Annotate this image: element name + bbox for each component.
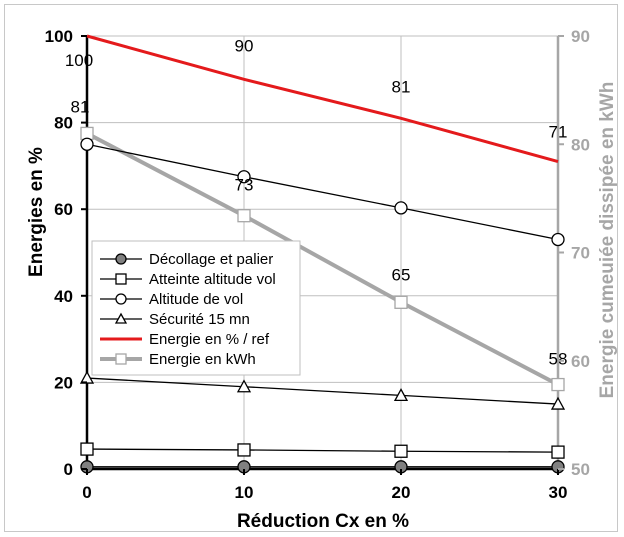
x-tick-label: 10: [235, 483, 254, 502]
series-line-energie-en-kwh: [86, 131, 559, 387]
data-label-energie-en-ref: 100: [65, 51, 93, 70]
data-point-altitude-de-vol: [394, 201, 408, 215]
data-point-s-curit-15-mn: [393, 388, 409, 402]
data-point-atteinte-altitude-vol: [237, 443, 251, 457]
legend-label-atteinte-altitude-vol: Atteinte altitude vol: [149, 271, 276, 288]
y2-tick-label: 70: [571, 244, 590, 263]
y2-tick-label: 80: [571, 135, 590, 154]
legend-marker-d-collage-et-palier: [115, 253, 127, 265]
legend-marker-energie-en-kwh: [115, 353, 127, 365]
x-tick-label: 30: [549, 483, 568, 502]
legend-marker-s-curit-15-mn: [114, 312, 128, 324]
y2-tick-label: 90: [571, 27, 590, 46]
series-line-altitude-de-vol: [86, 143, 559, 241]
data-label-energie-en-kwh: 58: [549, 350, 568, 369]
y-tick-label: 100: [45, 27, 73, 46]
data-label-energie-en-kwh: 65: [392, 265, 411, 284]
legend-label-altitude-de-vol: Altitude de vol: [149, 291, 243, 308]
x-tick-label: 20: [392, 483, 411, 502]
y-tick-label: 40: [54, 287, 73, 306]
legend-box: [91, 240, 301, 376]
data-point-altitude-de-vol: [237, 170, 251, 184]
data-point-atteinte-altitude-vol: [80, 442, 94, 456]
y2-tick-label: 60: [571, 352, 590, 371]
data-label-energie-en-kwh: 73: [235, 176, 254, 195]
series-line-s-curit-15-mn: [86, 377, 559, 405]
series-line-energie-en-ref: [86, 34, 559, 164]
y-tick-label: 80: [54, 114, 73, 133]
y-axis-title: Energies en %: [26, 147, 47, 277]
y-tick-label: 60: [54, 200, 73, 219]
legend-marker-altitude-de-vol: [115, 293, 127, 305]
series-lines: [86, 34, 559, 468]
y-tick-label: 0: [64, 460, 73, 479]
y2-axis-title: Energie cumeuiée dissipée en kWh: [597, 82, 618, 399]
series-line-atteinte-altitude-vol: [86, 448, 559, 453]
data-point-atteinte-altitude-vol: [551, 445, 565, 459]
y2-tick-label: 50: [571, 460, 590, 479]
data-label-energie-en-ref: 90: [235, 36, 254, 55]
markers: [79, 126, 566, 474]
data-point-s-curit-15-mn: [236, 379, 252, 393]
legend-marker-atteinte-altitude-vol: [115, 273, 127, 285]
legend-label-d-collage-et-palier: Décollage et palier: [149, 251, 273, 268]
legend-label-energie-en-kwh: Energie en kWh: [149, 351, 256, 368]
legend-label-energie-en-ref: Energie en % / ref: [149, 331, 270, 348]
legend: Décollage et palier Atteinte altitude vol…: [91, 240, 301, 376]
x-tick-label: 0: [82, 483, 91, 502]
data-label-energie-en-ref: 81: [392, 77, 411, 96]
data-point-atteinte-altitude-vol: [394, 444, 408, 458]
data-point-energie-en-kwh: [394, 295, 408, 309]
data-label-energie-en-ref: 71: [549, 123, 568, 142]
data-point-energie-en-kwh: [551, 377, 565, 392]
data-point-altitude-de-vol: [80, 137, 94, 151]
chart-frame: [4, 4, 618, 532]
y-tick-label: 20: [54, 373, 73, 392]
data-label-energie-en-kwh: 81: [71, 97, 90, 116]
legend-label-s-curit-15-mn: Sécurité 15 mn: [149, 311, 250, 328]
data-point-s-curit-15-mn: [550, 396, 566, 410]
x-axis-title: Réduction Cx en %: [237, 511, 409, 532]
data-point-altitude-de-vol: [551, 232, 565, 247]
data-labels: 100 90 81 71 81 73 65 58: [65, 36, 568, 368]
data-point-energie-en-kwh: [237, 209, 251, 223]
